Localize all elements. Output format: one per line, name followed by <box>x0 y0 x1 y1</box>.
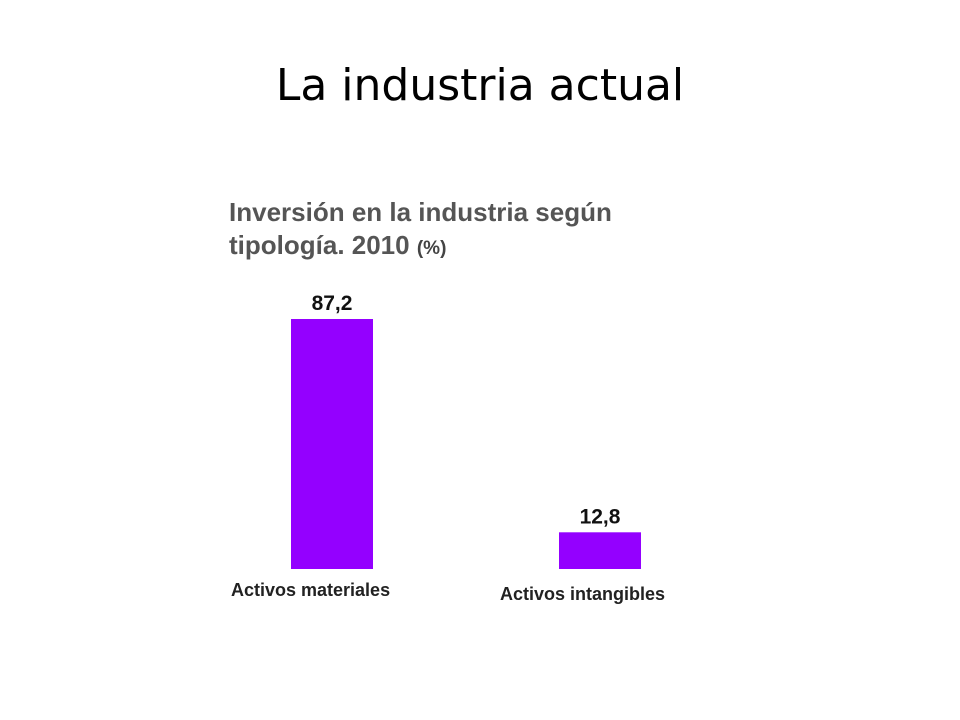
chart-title-line-2: tipología. 2010 (%) <box>229 229 709 265</box>
chart-title-line-1: Inversión en la industria según <box>229 197 612 227</box>
chart-title-year: tipología. 2010 <box>229 230 410 260</box>
category-label-1: Activos materiales <box>231 580 390 600</box>
category-label-2: Activos intangibles <box>500 584 665 604</box>
chart-title: Inversión en la industria según tipologí… <box>229 196 709 265</box>
chart-title-unit: (%) <box>416 238 447 259</box>
slide-title: La industria actual <box>275 60 685 111</box>
bar-1 <box>291 319 373 569</box>
value-label-1: 87,2 <box>312 292 353 315</box>
bar-2 <box>559 532 641 569</box>
value-label-2: 12,8 <box>580 505 621 528</box>
